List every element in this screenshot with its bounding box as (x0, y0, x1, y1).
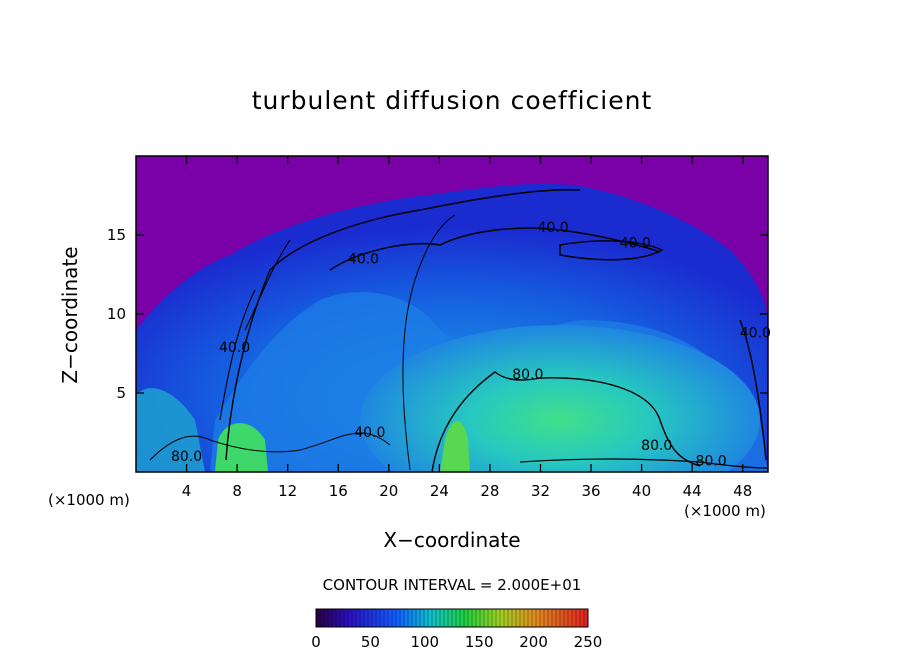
x-tick-label: 40 (632, 482, 651, 500)
contour-lower-left (149, 432, 391, 461)
x-tick-label: 20 (379, 482, 398, 500)
y-ticks: 5 10 15 (107, 226, 768, 402)
contour-label: 40.0 (354, 425, 385, 441)
contour-label: 40.0 (620, 236, 651, 252)
colorbar-tick-label: 100 (410, 633, 439, 651)
contour-arc-upper (329, 227, 661, 271)
field-center-green (440, 421, 470, 472)
x-unit-label-left: (×1000 m) (48, 491, 130, 509)
chart-title: turbulent diffusion coefficient (251, 86, 653, 115)
colorbar-tick-label: 250 (574, 633, 603, 651)
x-tick-label: 32 (531, 482, 550, 500)
contour-label: 80.0 (696, 454, 727, 470)
contour-loop-upper (559, 240, 664, 261)
colorbar-tick-label: 0 (311, 633, 321, 651)
contour-bottom (519, 458, 768, 469)
x-tick-label: 12 (278, 482, 297, 500)
colorbar-tick-label: 150 (465, 633, 494, 651)
x-tick-label: 4 (182, 482, 192, 500)
heatmap-field (136, 156, 768, 472)
contour-label: 80.0 (171, 449, 202, 465)
contour-labels: 40.0 40.0 40.0 40.0 40.0 80.0 80.0 80.0 80.0 40.0 (171, 220, 771, 470)
x-unit-label-right: (×1000 m) (684, 502, 766, 520)
contour-left-column (219, 239, 291, 421)
contour-80 (431, 371, 701, 472)
contour-outer (225, 189, 767, 461)
x-tick-label: 28 (480, 482, 499, 500)
contour-label: 40.0 (538, 220, 569, 236)
colorbar-ticks: 0 50 100 150 200 250 (311, 633, 602, 651)
y-tick-label: 15 (107, 226, 126, 244)
contour-label: 40.0 (219, 340, 250, 356)
colorbar-tick-label: 200 (519, 633, 548, 651)
y-tick-label: 10 (107, 305, 126, 323)
contour-label: 40.0 (740, 326, 771, 342)
contour-plume (402, 214, 456, 471)
colorbar-stripes (319, 609, 585, 627)
x-tick-label: 24 (430, 482, 449, 500)
x-tick-label: 48 (733, 482, 752, 500)
contour-label: 80.0 (512, 367, 543, 383)
contour-label: 80.0 (641, 438, 672, 454)
y-tick-label: 5 (116, 384, 126, 402)
x-tick-label: 8 (232, 482, 242, 500)
x-tick-label: 44 (683, 482, 702, 500)
x-tick-label: 36 (581, 482, 600, 500)
contour-interval-text: CONTOUR INTERVAL = 2.000E+01 (322, 576, 582, 594)
x-ticks: 4 8 12 16 20 24 28 32 36 40 44 48 (182, 156, 752, 500)
x-axis-label: X−coordinate (383, 528, 521, 552)
contour-label: 40.0 (348, 251, 379, 267)
colorbar-tick-label: 50 (361, 633, 380, 651)
x-tick-label: 16 (329, 482, 348, 500)
contour-lines (149, 189, 768, 472)
field-left-column (136, 388, 205, 472)
